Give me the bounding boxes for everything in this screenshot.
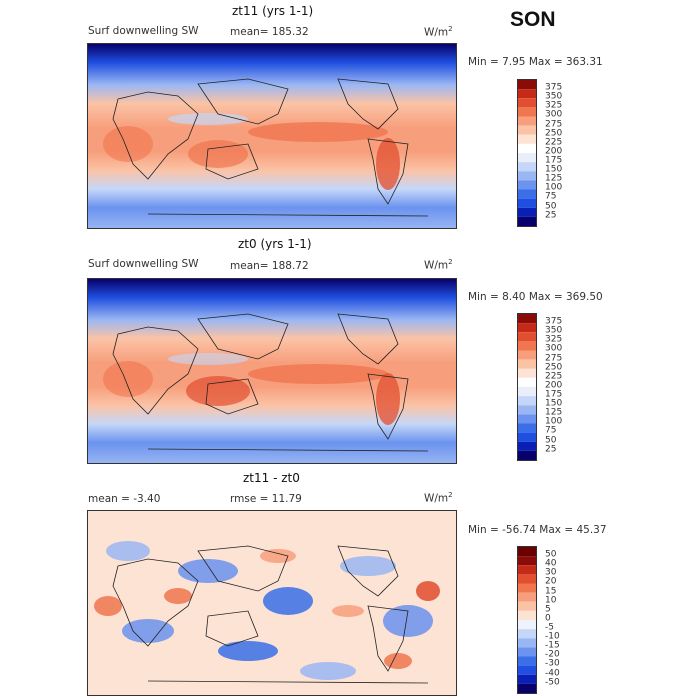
panel3-colorbar-svg: [518, 547, 536, 693]
cbar-tick: 50: [545, 435, 557, 446]
cbar-tick: 100: [545, 416, 563, 427]
cbar-tick: 10: [545, 595, 557, 606]
cbar-tick: 325: [545, 334, 563, 345]
cbar-tick: 0: [545, 613, 551, 624]
cbar-tick: -5: [545, 622, 554, 633]
cbar-tick: 250: [545, 362, 563, 373]
units-sup: 2: [448, 491, 453, 499]
cbar-tick: 150: [545, 398, 563, 409]
panel1-colorbar-svg: [518, 80, 536, 226]
panel2-colorbar-svg: [518, 314, 536, 460]
cbar-tick: 20: [545, 576, 557, 587]
panel2-variable: Surf downwelling SW: [88, 258, 199, 270]
cbar-tick: -15: [545, 640, 560, 651]
panel1-map: [87, 43, 457, 229]
cbar-tick: 375: [545, 82, 563, 93]
cbar-tick: 325: [545, 100, 563, 111]
cbar-tick: 125: [545, 173, 563, 184]
cbar-tick: 350: [545, 325, 563, 336]
panel1-title: zt11 (yrs 1-1): [232, 4, 314, 18]
panel3-map-svg: [88, 511, 456, 695]
cbar-tick: -10: [545, 631, 560, 642]
panel3-mean: mean = -3.40: [88, 493, 161, 505]
cbar-tick: 200: [545, 146, 563, 157]
panel3-rmse: rmse = 11.79: [230, 493, 302, 505]
panel2-minmax: Min = 8.40 Max = 369.50: [468, 291, 603, 303]
cbar-tick: 275: [545, 353, 563, 364]
cbar-tick: 25: [545, 210, 557, 221]
cbar-tick: 300: [545, 343, 563, 354]
cbar-tick: 40: [545, 558, 557, 569]
panel1-mean: mean= 185.32: [230, 26, 309, 38]
panel3-units: W/m2: [424, 491, 453, 505]
cbar-tick: 30: [545, 567, 557, 578]
panel2-map-svg: [88, 279, 456, 463]
panel1-minmax: Min = 7.95 Max = 363.31: [468, 56, 603, 68]
units-sup: 2: [448, 258, 453, 266]
panel2-colorbar: [517, 313, 537, 461]
units-text: W/m: [424, 26, 449, 39]
cbar-tick: -50: [545, 677, 560, 688]
cbar-tick: 25: [545, 444, 557, 455]
panel1-colorbar: [517, 79, 537, 227]
cbar-tick: 50: [545, 201, 557, 212]
units-text: W/m: [424, 492, 449, 505]
panel2-title: zt0 (yrs 1-1): [238, 237, 312, 251]
cbar-tick: 125: [545, 407, 563, 418]
cbar-tick: 5: [545, 604, 551, 615]
cbar-tick: 15: [545, 586, 557, 597]
cbar-tick: 50: [545, 549, 557, 560]
cbar-tick: 375: [545, 316, 563, 327]
cbar-tick: -20: [545, 649, 560, 660]
cbar-tick: 275: [545, 119, 563, 130]
cbar-tick: 225: [545, 371, 563, 382]
units-sup: 2: [448, 25, 453, 33]
panel2-units: W/m2: [424, 258, 453, 272]
cbar-tick: 225: [545, 137, 563, 148]
units-text: W/m: [424, 259, 449, 272]
panel1-colorbar-labels: 375 350 325 300 275 250 225 200 175 150 …: [545, 79, 585, 227]
panel1-variable: Surf downwelling SW: [88, 25, 199, 37]
panel1-units: W/m2: [424, 25, 453, 39]
panel3-colorbar: [517, 546, 537, 694]
cbar-tick: 100: [545, 182, 563, 193]
panel2-colorbar-labels: 375 350 325 300 275 250 225 200 175 150 …: [545, 313, 585, 461]
panel2-mean: mean= 188.72: [230, 260, 309, 272]
panel1-map-svg: [88, 44, 456, 228]
panel3-minmax: Min = -56.74 Max = 45.37: [468, 524, 607, 536]
panel3-title: zt11 - zt0: [243, 471, 300, 485]
cbar-tick: -40: [545, 668, 560, 679]
cbar-tick: -30: [545, 658, 560, 669]
cbar-tick: 175: [545, 389, 563, 400]
cbar-tick: 175: [545, 155, 563, 166]
panel2-map: [87, 278, 457, 464]
cbar-tick: 250: [545, 128, 563, 139]
cbar-tick: 200: [545, 380, 563, 391]
cbar-tick: 75: [545, 191, 557, 202]
cbar-tick: 300: [545, 109, 563, 120]
cbar-tick: 350: [545, 91, 563, 102]
panel3-colorbar-labels: 50 40 30 20 15 10 5 0 -5 -10 -15 -20 -30…: [545, 546, 585, 694]
season-label: SON: [510, 8, 556, 31]
panel3-map: [87, 510, 457, 696]
cbar-tick: 75: [545, 425, 557, 436]
cbar-tick: 150: [545, 164, 563, 175]
